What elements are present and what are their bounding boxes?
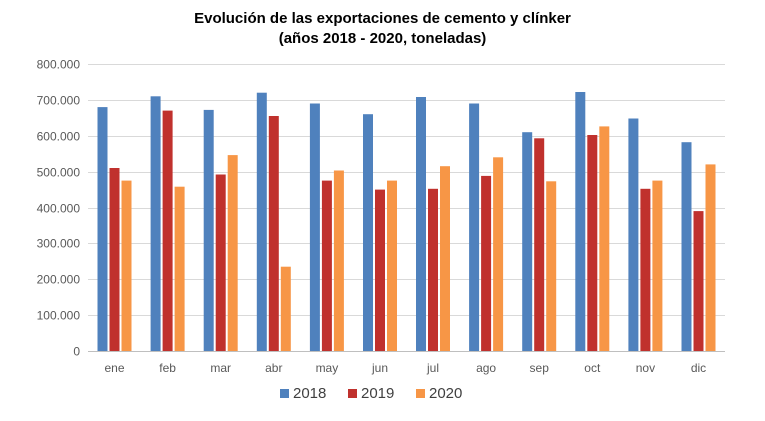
legend-label: 2019 (361, 385, 394, 402)
bar-2019-ene (109, 168, 120, 351)
bar-2020-jul (440, 166, 450, 351)
bar-2019-sep (534, 138, 545, 351)
bar-2020-oct (599, 126, 610, 352)
bar-2019-may (321, 180, 332, 351)
bar-2020-nov (652, 180, 663, 351)
bars (97, 92, 716, 352)
bar-2018-jun (363, 114, 373, 351)
legend-swatch-2019 (348, 389, 357, 398)
bar-2018-jul (416, 97, 426, 351)
chart-subtitle: (años 2018 - 2020, toneladas) (278, 30, 487, 47)
legend-label: 2018 (293, 385, 326, 402)
bar-2019-mar (215, 174, 226, 351)
y-tick-label: 600.000 (37, 130, 81, 144)
bar-2018-oct (575, 92, 586, 351)
gridlines (88, 64, 725, 352)
legend-swatch-2018 (280, 389, 289, 398)
bar-2020-mar (227, 155, 238, 351)
bar-2020-may (333, 170, 344, 351)
y-tick-label: 200.000 (37, 273, 81, 287)
y-tick-label: 300.000 (37, 237, 81, 251)
bar-2018-feb (150, 96, 161, 351)
bar-2018-dic (681, 142, 692, 351)
bar-2019-oct (587, 135, 598, 351)
y-tick-label: 800.000 (37, 58, 81, 72)
bar-2019-jul (428, 188, 438, 351)
x-tick-label: jun (371, 361, 388, 375)
bar-2020-dic (705, 164, 716, 351)
bar-2020-feb (174, 186, 185, 351)
x-tick-label: oct (584, 361, 601, 375)
bar-2020-ene (121, 180, 132, 351)
y-tick-label: 0 (73, 345, 80, 359)
bar-2020-ago (493, 157, 504, 351)
x-tick-label: nov (636, 361, 655, 375)
bar-2018-ago (469, 103, 480, 351)
bar-2018-ene (97, 107, 108, 351)
x-tick-label: may (316, 361, 339, 375)
y-axis: 0 100.000 200.000 300.000 400.000 500.000 600.… (37, 58, 81, 359)
x-tick-label: abr (265, 361, 282, 375)
bar-2020-abr (280, 266, 291, 351)
y-tick-label: 400.000 (37, 202, 81, 216)
bar-2019-dic (693, 211, 704, 351)
y-tick-label: 500.000 (37, 166, 81, 180)
x-tick-label: jul (426, 361, 439, 375)
bar-2018-mar (203, 109, 214, 352)
bar-2019-jun (375, 189, 385, 351)
bar-2018-abr (256, 92, 267, 351)
chart-title: Evolución de las exportaciones de cement… (194, 10, 571, 27)
x-axis: ene feb mar abr may jun jul ago sep oct nov dic (104, 361, 706, 375)
legend-label: 2020 (429, 385, 462, 402)
legend-swatch-2020 (416, 389, 425, 398)
bar-2020-jun (387, 180, 397, 351)
legend: 2018 2019 2020 (280, 385, 462, 402)
bar-2019-nov (640, 188, 651, 351)
bar-2019-abr (268, 116, 279, 351)
bar-2018-sep (522, 132, 533, 351)
x-tick-label: sep (530, 361, 550, 375)
bar-2019-feb (162, 110, 173, 351)
x-tick-label: ago (476, 361, 496, 375)
bar-2019-ago (481, 175, 492, 351)
x-tick-label: ene (104, 361, 124, 375)
x-tick-label: feb (159, 361, 176, 375)
bar-2020-sep (546, 181, 557, 351)
y-tick-label: 700.000 (37, 94, 81, 108)
y-tick-label: 100.000 (37, 309, 81, 323)
x-tick-label: mar (210, 361, 231, 375)
bar-2018-may (309, 103, 320, 351)
bar-2018-nov (628, 118, 639, 351)
x-tick-label: dic (691, 361, 706, 375)
